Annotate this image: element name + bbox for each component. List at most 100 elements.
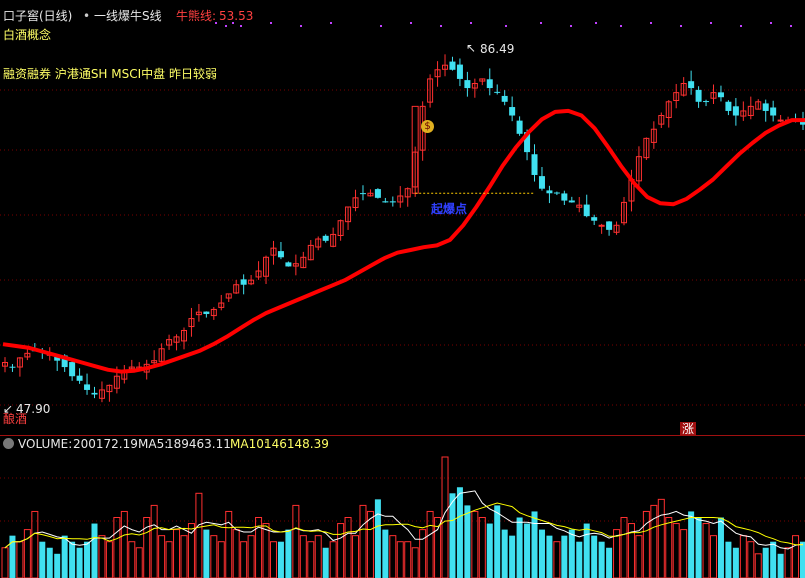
sector-tag[interactable]: 酿酒 — [3, 412, 28, 426]
volume-bar-up — [404, 541, 412, 578]
candle-body-up — [665, 101, 672, 118]
volume-bar-up — [240, 541, 248, 578]
volume-bar-down — [54, 553, 61, 578]
volume-bar-up — [359, 504, 367, 578]
candle-body-down — [561, 193, 568, 201]
volume-bar-down — [576, 541, 583, 578]
volume-bar-down — [732, 547, 739, 578]
signal-dot — [540, 22, 542, 24]
volume-bar-up — [650, 504, 658, 578]
candle-body-up — [113, 375, 120, 389]
volume-bar-down — [777, 553, 784, 578]
volume-bar-down — [546, 535, 553, 578]
high-marker-arrow: ↖ — [466, 41, 477, 55]
volume-bar-down — [9, 535, 16, 578]
signal-dot — [470, 22, 472, 24]
volume-bar-up — [98, 535, 106, 578]
volume-bar-up — [710, 535, 718, 578]
volume-bar-up — [247, 535, 255, 578]
candle-body-up — [643, 137, 650, 159]
signal-dot — [770, 22, 772, 24]
bull-line-label: 牛熊线: — [176, 9, 217, 23]
volume-bar-up — [180, 535, 188, 578]
ma5-value: 189463.11 — [166, 437, 231, 451]
volume-bar-up — [784, 547, 792, 578]
candle-body-up — [173, 336, 180, 343]
signal-dot — [300, 25, 302, 27]
signal-dot — [570, 25, 572, 27]
volume-bar-up — [620, 517, 628, 578]
volume-bar-up — [739, 535, 747, 578]
volume-bar-down — [583, 523, 590, 578]
price-gridlines — [0, 89, 805, 522]
volume-bar-down — [561, 535, 568, 578]
candle-body-down — [486, 79, 493, 89]
candle-body-down — [61, 355, 68, 368]
candle-body-up — [650, 128, 657, 143]
volume-bar-down — [725, 541, 732, 578]
volume-bar-down — [285, 529, 292, 578]
candle-body-down — [524, 132, 531, 153]
volume-bar-up — [105, 541, 113, 578]
candle-body-up — [195, 311, 202, 316]
volume-bar-up — [210, 535, 218, 578]
signal-dot — [380, 25, 382, 27]
volume-bar-up — [411, 547, 419, 578]
volume-bar-up — [665, 517, 673, 578]
candle-body-down — [688, 81, 695, 89]
volume-bar-up — [352, 535, 360, 578]
candle-body-up — [315, 238, 322, 248]
volume-bar-up — [434, 517, 442, 578]
candle-body-up — [151, 360, 158, 364]
candle-body-down — [322, 235, 329, 241]
volume-bar-up — [120, 510, 128, 578]
rise-tag[interactable]: 涨 — [680, 422, 697, 436]
candle-body-down — [568, 200, 575, 203]
candle-body-up — [233, 284, 240, 294]
candle-body-up — [345, 206, 352, 223]
candle-body-down — [374, 189, 381, 198]
candle-body-up — [576, 204, 583, 208]
candle-body-up — [427, 78, 434, 103]
candle-body-up — [673, 92, 680, 101]
volume-bar-down — [91, 523, 98, 578]
candle-body-up — [479, 78, 486, 82]
volume-bar-down — [39, 541, 46, 578]
volume-bar-down — [203, 529, 210, 578]
volume-bar-up — [225, 510, 233, 578]
volume-value: 200172.19 — [73, 437, 138, 451]
candle-body-down — [389, 201, 396, 203]
candle-body-up — [613, 224, 620, 233]
volume-bar-up — [329, 541, 337, 578]
volume-bar-down — [524, 523, 531, 578]
candle-body-down — [717, 92, 724, 98]
signal-dot — [440, 25, 442, 27]
volume-bar-down — [538, 529, 545, 578]
coin-icon[interactable]: $ — [421, 120, 434, 133]
volume-bar-up — [426, 510, 434, 578]
candle-body-down — [509, 107, 516, 116]
volume-bar-down — [531, 511, 538, 578]
candle-body-up — [330, 233, 337, 247]
volume-bar-down — [494, 505, 501, 578]
volume-bar-down — [69, 541, 76, 578]
volume-bar-down — [770, 541, 777, 578]
signal-dot — [620, 25, 622, 27]
title-separator: • — [83, 9, 91, 23]
volume-bar-up — [680, 529, 688, 578]
candle-body-down — [382, 201, 389, 203]
concept-tag[interactable]: 白酒概念 — [3, 28, 52, 42]
indicator-name[interactable]: 一线爆牛S线 — [94, 9, 162, 23]
chevron-down-icon[interactable] — [3, 438, 14, 449]
volume-bar-down — [598, 541, 605, 578]
volume-bar-down — [800, 541, 805, 578]
candle-body-up — [166, 339, 173, 346]
volume-label: VOLUME: — [18, 437, 73, 451]
volume-bar-up — [672, 523, 680, 578]
volume-bar-down — [509, 535, 516, 578]
volume-bar-up — [128, 541, 136, 578]
candlesticks — [2, 54, 805, 403]
candle-body-up — [210, 308, 217, 317]
volume-bar-up — [702, 523, 710, 578]
